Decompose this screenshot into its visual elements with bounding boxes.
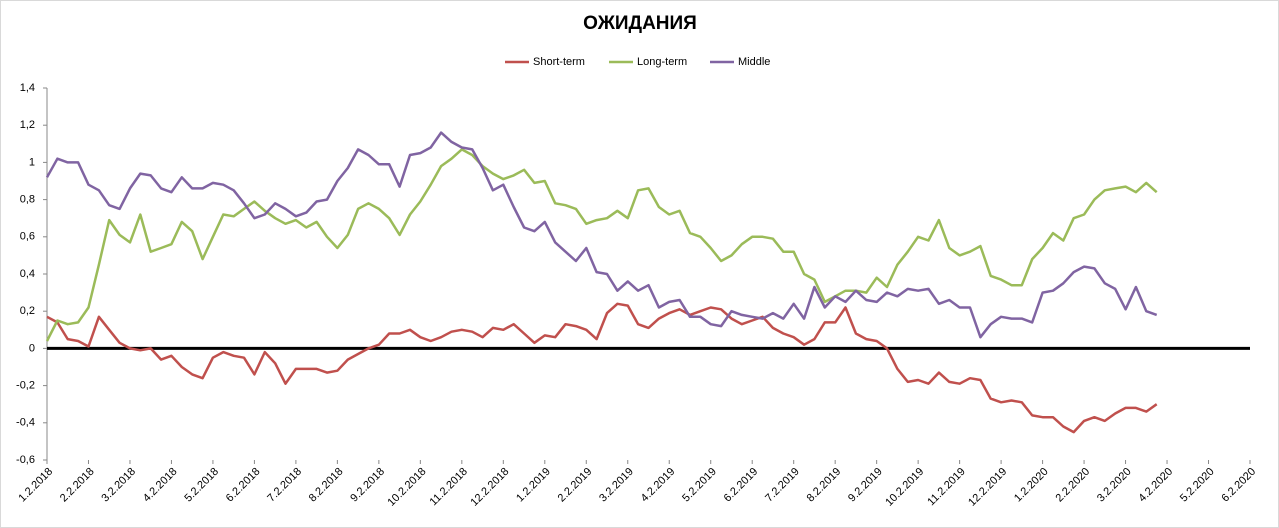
series-line bbox=[45, 148, 1158, 342]
y-tick-label: 0,8 bbox=[20, 194, 35, 206]
y-tick-label: 1,2 bbox=[20, 119, 35, 131]
chart-title: ОЖИДАНИЯ bbox=[583, 13, 697, 34]
y-tick-label: 0,6 bbox=[20, 231, 35, 243]
legend-label: Long-term bbox=[637, 56, 687, 68]
y-tick-label: 0 bbox=[29, 342, 35, 354]
y-tick-label: 1,4 bbox=[20, 82, 35, 94]
legend-label: Short-term bbox=[533, 56, 585, 68]
y-tick-label: -0,2 bbox=[16, 380, 35, 392]
legend-label: Middle bbox=[738, 56, 770, 68]
y-tick-label: -0,6 bbox=[16, 454, 35, 466]
y-tick-label: 0,4 bbox=[20, 268, 35, 280]
y-tick-label: 0,2 bbox=[20, 305, 35, 317]
y-tick-label: -0,4 bbox=[16, 417, 35, 429]
series-line bbox=[45, 131, 1158, 339]
y-tick-label: 1 bbox=[29, 156, 35, 168]
series-line bbox=[46, 302, 1158, 434]
